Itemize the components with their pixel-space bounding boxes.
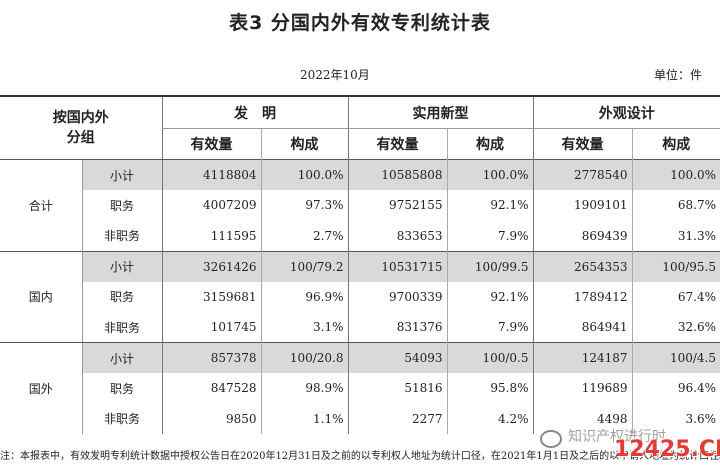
cell: 1789412 [532,281,632,312]
group-label-foreign: 国外 [28,382,53,396]
cell: 3.1% [260,312,348,343]
cell: 4007209 [161,190,261,221]
subhead: 有效量 [347,128,447,160]
cell: 97.3% [260,190,348,221]
table-row: 国外 小计 857378 100/20.8 54093 100/0.5 1241… [0,342,720,396]
table-row: 国内 小计 3261426 100/79.2 10531715 100/99.5… [0,251,720,343]
cell: 2654353 [532,251,632,282]
cell: 95.8% [446,373,533,404]
cell: 10531715 [347,251,447,282]
cell: 100/4.5 [631,342,720,373]
cell: 100.0% [631,159,720,190]
cell: 51816 [347,373,447,404]
row-sub-label: 职务 [81,190,162,221]
group-label-total: 合计 [28,198,53,213]
report-date: 2022年10月 [300,68,370,82]
row-sub-label: 小计 [81,251,162,282]
cell: 2778540 [532,159,632,190]
subhead: 构成 [446,128,533,160]
group-header-utility: 实用新型 [347,96,533,129]
cell: 2.7% [260,220,348,251]
table-row: 非职务 111595 2.7% 833653 7.9% 869439 31.3% [0,220,720,251]
table-row: 职务 4007209 97.3% 9752155 92.1% 1909101 6… [0,190,720,221]
table-row: 职务 3159681 96.9% 9700339 92.1% 1789412 6… [0,281,720,312]
cell: 124187 [532,342,632,373]
wechat-icon [540,430,562,448]
cell: 857378 [161,342,261,373]
cell: 32.6% [631,312,720,343]
cell: 3159681 [161,281,261,312]
cell: 119689 [532,373,632,404]
cell: 2277 [347,403,447,434]
subhead: 有效量 [161,128,261,160]
watermark: 知识产权进行时 12425.CN [540,424,720,466]
subhead: 有效量 [532,128,632,160]
cell: 100/79.2 [260,251,348,282]
cell: 54093 [347,342,447,373]
row-sub-label: 非职务 [81,403,162,434]
cell: 9700339 [347,281,447,312]
row-sub-label: 职务 [81,281,162,312]
table-row: 非职务 9850 1.1% 2277 4.2% 4498 3.6% [0,403,720,434]
table-footnote: 注：本报表中，有效发明专利统计数据中授权公告日在2020年12月31日及之前的以… [0,451,720,462]
table-row: 非职务 101745 3.1% 831376 7.9% 864941 32.6% [0,312,720,343]
cell: 864941 [532,312,632,343]
cell: 67.4% [631,281,720,312]
cell: 4.2% [446,403,533,434]
group-header-invention: 发 明 [161,96,348,129]
cell: 3.6% [631,403,720,434]
row-sub-label: 非职务 [81,220,162,251]
cell: 10585808 [347,159,447,190]
cell: 1.1% [260,403,348,434]
cell: 1909101 [532,190,632,221]
patent-stats-table: 按国内外 分组 发 明 实用新型 外观设计 有效量 构成 有效量 构成 有效量 … [0,95,720,434]
table-title: 表3 分国内外有效专利统计表 [229,12,491,34]
cell: 9850 [161,403,261,434]
cell: 7.9% [446,312,533,343]
cell: 847528 [161,373,261,404]
cell: 7.9% [446,220,533,251]
cell: 100/95.5 [631,251,720,282]
subhead: 构成 [260,128,348,160]
cell: 68.7% [631,190,720,221]
unit-label: 单位：件 [654,68,703,82]
cell: 100/99.5 [446,251,533,282]
cell: 96.9% [260,281,348,312]
cell: 4498 [532,403,632,434]
watermark-text: 知识产权进行时 [568,429,666,445]
cell: 31.3% [631,220,720,251]
cell: 869439 [532,220,632,251]
cell: 4118804 [161,159,261,190]
corner-header: 按国内外 分组 [0,96,162,160]
group-header-design: 外观设计 [532,96,720,129]
table-row: 职务 847528 98.9% 51816 95.8% 119689 96.4% [0,373,720,404]
cell: 100.0% [260,159,348,190]
cell: 92.1% [446,281,533,312]
cell: 100/20.8 [260,342,348,373]
row-sub-label: 小计 [81,159,162,190]
cell: 9752155 [347,190,447,221]
row-sub-label: 小计 [81,342,162,373]
cell: 98.9% [260,373,348,404]
table-row: 合计 小计 4118804 100.0% 10585808 100.0% 277… [0,159,720,213]
corner-line2: 分组 [66,130,95,146]
cell: 833653 [347,220,447,251]
cell: 100/0.5 [446,342,533,373]
cell: 101745 [161,312,261,343]
watermark-site-logo: 12425.CN [614,437,720,462]
row-sub-label: 职务 [81,373,162,404]
corner-line1: 按国内外 [52,110,109,126]
cell: 100.0% [446,159,533,190]
cell: 92.1% [446,190,533,221]
cell: 96.4% [631,373,720,404]
cell: 111595 [161,220,261,251]
row-sub-label: 非职务 [81,312,162,343]
cell: 3261426 [161,251,261,282]
group-label-domestic: 国内 [0,251,82,343]
subhead: 构成 [631,128,720,160]
cell: 831376 [347,312,447,343]
